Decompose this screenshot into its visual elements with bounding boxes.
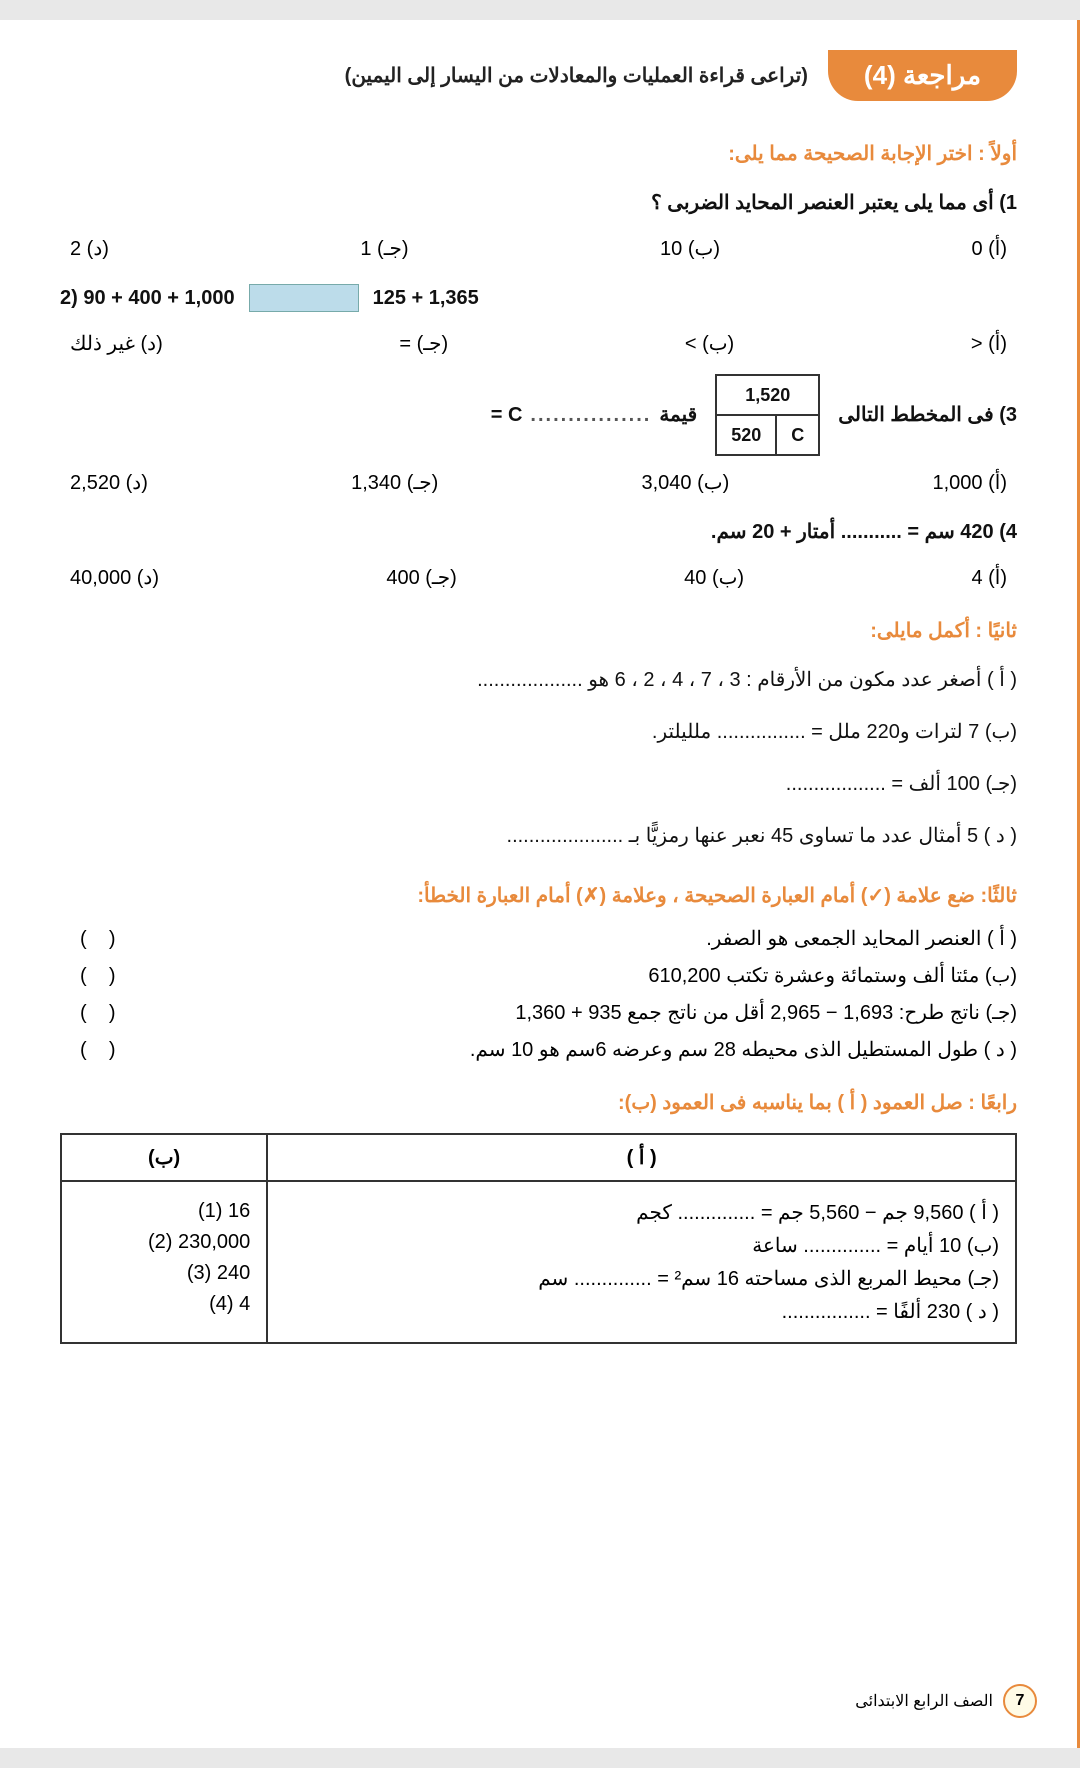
q3-botR: 520 — [717, 416, 775, 454]
colA-header: ( أ ) — [267, 1134, 1016, 1181]
header: مراجعة (4) (تراعى قراءة العمليات والمعاد… — [60, 50, 1017, 101]
q4-choices: (د) 40,000 (جـ) 400 (ب) 40 (أ) 4 — [60, 565, 1017, 590]
q1-a: (أ) 0 — [971, 236, 1007, 261]
match-b2: (3) 240 — [78, 1262, 250, 1285]
section2-heading: ثانيًا : أكمل مايلى: — [60, 618, 1017, 643]
q2-choices: (د) غير ذلك (جـ) = (ب) > (أ) < — [60, 331, 1017, 356]
q4-a: (أ) 4 — [971, 565, 1007, 590]
title-badge: مراجعة (4) — [828, 50, 1017, 101]
q1-text: 1) أى مما يلى يعتبر العنصر المحايد الضرب… — [60, 184, 1017, 222]
q2-b: (ب) > — [685, 331, 734, 356]
q4-c: (جـ) 400 — [386, 565, 456, 590]
s3-a-row: ( أ ) العنصر المحايد الجمعى هو الصفر. ( … — [60, 926, 1017, 951]
match-b1: (2) 230,000 — [78, 1231, 250, 1254]
q3-b: (ب) 3,040 — [642, 470, 730, 495]
q3-diagram: 1,520 C 520 — [715, 374, 820, 456]
footer: 7 الصف الرابع الابتدائى — [855, 1684, 1037, 1718]
q3-botL: C — [775, 416, 818, 454]
s3-a-paren: ( ) — [60, 928, 116, 951]
section1-heading: أولاً : اختر الإجابة الصحيحة مما يلى: — [60, 141, 1017, 166]
q3-text: 3) فى المخطط التالى — [838, 396, 1017, 434]
match-a3: ( د ) 230 ألفًا = ................ — [284, 1299, 999, 1324]
q2-suffix: 125 + 1,365 — [373, 279, 479, 317]
q4-b: (ب) 40 — [684, 565, 744, 590]
s2-c: (جـ) 100 ألف = .................. — [60, 765, 1017, 803]
match-a0: ( أ ) 9,560 جم − 5,560 جم = ............… — [284, 1200, 999, 1225]
q3-after: قيمة — [659, 396, 697, 434]
match-a2: (جـ) محيط المربع الذى مساحته 16 سم² = ..… — [284, 1266, 999, 1291]
s3-a: ( أ ) العنصر المحايد الجمعى هو الصفر. — [706, 926, 1017, 951]
s3-c-row: (جـ) ناتج طرح: 1,693 − 2,965 أقل من ناتج… — [60, 1000, 1017, 1025]
match-b0: (1) 16 — [78, 1200, 250, 1223]
section4-heading: رابعًا : صل العمود ( أ ) بما يناسبه فى ا… — [60, 1090, 1017, 1115]
q1-d: (د) 2 — [70, 236, 109, 261]
q2-c: (جـ) = — [399, 331, 448, 356]
q2-d: (د) غير ذلك — [70, 331, 163, 356]
q2-text: 125 + 1,365 2) 90 + 400 + 1,000 — [60, 279, 1017, 317]
q2-a: (أ) < — [971, 331, 1007, 356]
page-number: 7 — [1003, 1684, 1037, 1718]
q1-b: (ب) 10 — [660, 236, 720, 261]
s2-b: (ب) 7 لترات و220 ملل = ................ … — [60, 713, 1017, 751]
s3-c-paren: ( ) — [60, 1002, 116, 1025]
worksheet-page: مراجعة (4) (تراعى قراءة العمليات والمعاد… — [0, 20, 1080, 1748]
s3-d-row: ( د ) طول المستطيل الذى محيطه 28 سم وعرض… — [60, 1037, 1017, 1062]
q2-prefix: 2) 90 + 400 + 1,000 — [60, 279, 235, 317]
q3-dots: ................ — [530, 396, 651, 434]
q3-choices: (د) 2,520 (جـ) 1,340 (ب) 3,040 (أ) 1,000 — [60, 470, 1017, 495]
q2-blank — [249, 284, 359, 312]
q4-d: (د) 40,000 — [70, 565, 159, 590]
q3-d: (د) 2,520 — [70, 470, 148, 495]
grade-label: الصف الرابع الابتدائى — [855, 1691, 993, 1711]
s3-d: ( د ) طول المستطيل الذى محيطه 28 سم وعرض… — [470, 1037, 1017, 1062]
s2-d: ( د ) 5 أمثال عدد ما تساوى 45 نعبر عنها … — [60, 817, 1017, 855]
q3-row: 3) فى المخطط التالى 1,520 C 520 قيمة ...… — [60, 374, 1017, 456]
s3-b: (ب) مئتا ألف وستمائة وعشرة تكتب 610,200 — [648, 963, 1017, 988]
q3-eq: = C — [491, 396, 523, 434]
subtitle: (تراعى قراءة العمليات والمعادلات من اليس… — [345, 63, 808, 88]
q4-text: 4) 420 سم = ........... أمتار + 20 سم. — [60, 513, 1017, 551]
q3-c: (جـ) 1,340 — [351, 470, 438, 495]
s3-d-paren: ( ) — [60, 1039, 116, 1062]
s2-a: ( أ ) أصغر عدد مكون من الأرقام : 3 ، 7 ،… — [60, 661, 1017, 699]
match-a-cell: ( أ ) 9,560 جم − 5,560 جم = ............… — [267, 1181, 1016, 1343]
colB-header: (ب) — [61, 1134, 267, 1181]
q1-c: (جـ) 1 — [360, 236, 408, 261]
s3-c: (جـ) ناتج طرح: 1,693 − 2,965 أقل من ناتج… — [515, 1000, 1017, 1025]
q3-top: 1,520 — [717, 376, 818, 416]
s3-b-paren: ( ) — [60, 965, 116, 988]
q3-a: (أ) 1,000 — [933, 470, 1008, 495]
match-b-cell: (1) 16 (2) 230,000 (3) 240 (4) 4 — [61, 1181, 267, 1343]
match-table: ( أ ) (ب) ( أ ) 9,560 جم − 5,560 جم = ..… — [60, 1133, 1017, 1344]
match-a1: (ب) 10 أيام = .............. ساعة — [284, 1233, 999, 1258]
section3-heading: ثالثًا: ضع علامة (✓) أمام العبارة الصحيح… — [60, 883, 1017, 908]
q1-choices: (د) 2 (جـ) 1 (ب) 10 (أ) 0 — [60, 236, 1017, 261]
match-b3: (4) 4 — [78, 1293, 250, 1316]
s3-b-row: (ب) مئتا ألف وستمائة وعشرة تكتب 610,200 … — [60, 963, 1017, 988]
